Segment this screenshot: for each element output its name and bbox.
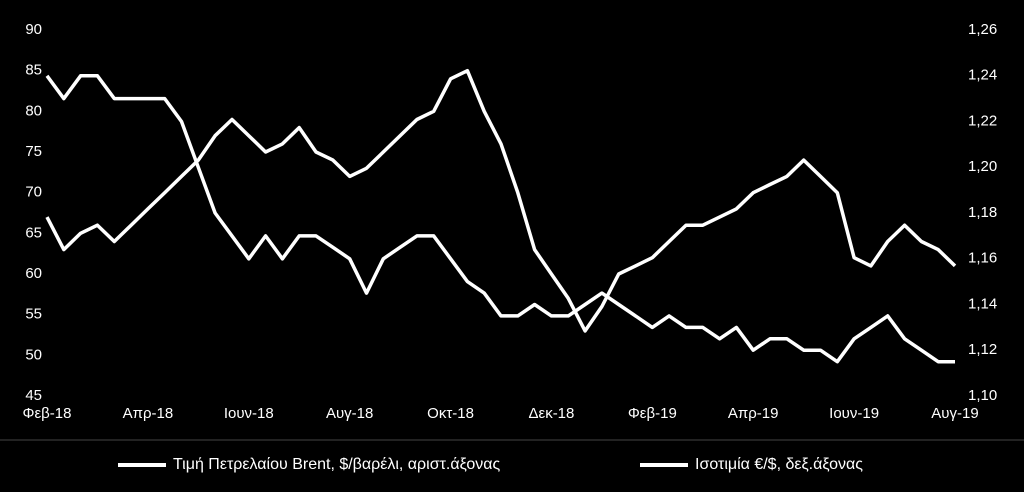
y2-tick-label: 1,26 [968, 21, 997, 38]
x-tick-label: Απρ-19 [728, 405, 779, 422]
x-tick-label: Οκτ-18 [427, 405, 474, 422]
y-tick-label: 45 [25, 387, 42, 404]
y2-tick-label: 1,22 [968, 112, 997, 129]
x-tick-label: Δεκ-18 [528, 405, 574, 422]
y2-tick-label: 1,18 [968, 204, 997, 221]
legend-label: Ισοτιμία €/$, δεξ.άξονας [695, 456, 863, 473]
y-tick-label: 75 [25, 143, 42, 160]
y-tick-label: 90 [25, 21, 42, 38]
line-series [45, 68, 957, 333]
legend-label: Τιμή Πετρελαίου Brent, $/βαρέλι, αριστ.ά… [173, 456, 500, 473]
y2-tick-label: 1,24 [968, 67, 997, 84]
y-tick-label: 85 [25, 62, 42, 79]
x-tick-label: Αυγ-18 [326, 405, 373, 422]
x-tick-label: Ιουν-19 [829, 405, 879, 422]
y-tick-label: 65 [25, 224, 42, 241]
y-tick-label: 60 [25, 265, 42, 282]
y2-tick-label: 1,12 [968, 341, 997, 358]
y2-tick-label: 1,14 [968, 295, 997, 312]
line-series [45, 74, 955, 364]
x-tick-label: Φεβ-18 [23, 405, 72, 422]
y2-tick-label: 1,16 [968, 250, 997, 267]
y2-tick-label: 1,10 [968, 387, 997, 404]
x-tick-label: Απρ-18 [123, 405, 174, 422]
y-tick-label: 80 [25, 102, 42, 119]
y-tick-label: 55 [25, 306, 42, 323]
x-tick-label: Ιουν-18 [224, 405, 274, 422]
y-tick-label: 50 [25, 346, 42, 363]
y-tick-label: 70 [25, 184, 42, 201]
x-tick-label: Φεβ-19 [628, 405, 677, 422]
x-tick-label: Αυγ-19 [931, 405, 978, 422]
y2-tick-label: 1,20 [968, 158, 997, 175]
